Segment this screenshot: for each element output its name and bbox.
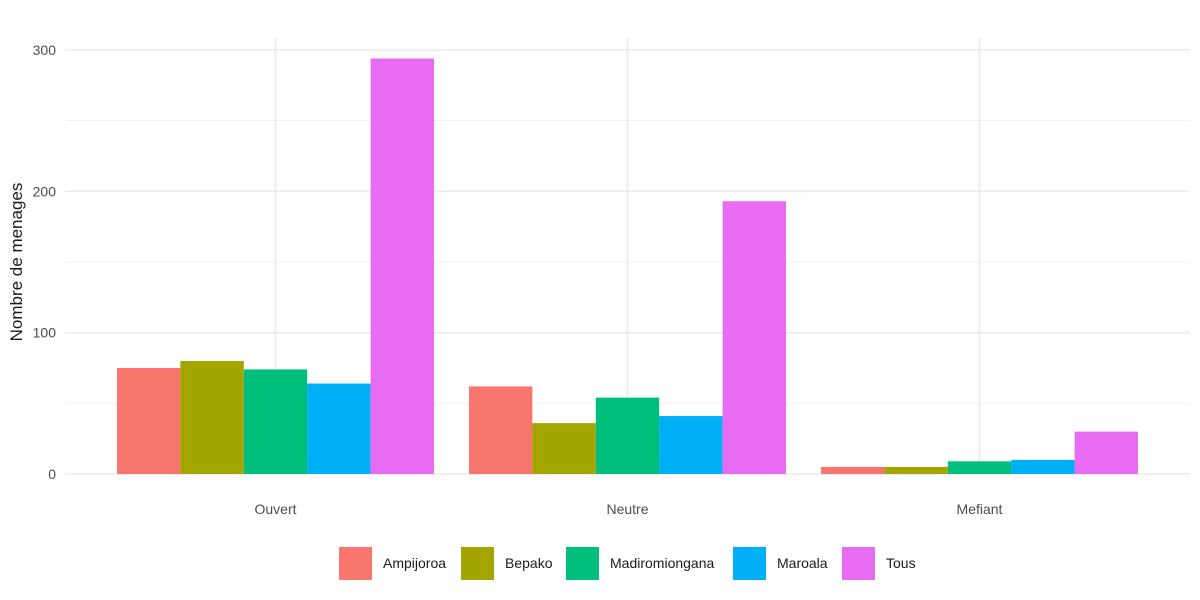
- legend-key: [842, 547, 875, 580]
- legend-key: [339, 547, 372, 580]
- legend-key: [566, 547, 599, 580]
- legend-label: Tous: [886, 555, 916, 571]
- y-tick-label: 200: [33, 183, 57, 199]
- bar-maroala-neutre: [659, 416, 723, 474]
- legend-key: [461, 547, 494, 580]
- x-tick-label: Mefiant: [957, 501, 1003, 517]
- y-axis: 0 100 200 300: [33, 42, 57, 482]
- bars-layer: [117, 58, 1138, 474]
- legend-item-maroala: Maroala: [733, 547, 828, 580]
- legend-label: Bepako: [505, 555, 553, 571]
- x-tick-label: Neutre: [606, 501, 648, 517]
- bar-tous-ouvert: [370, 58, 434, 474]
- bar-bepako-ouvert: [180, 360, 244, 474]
- bar-maroala-ouvert: [307, 383, 371, 474]
- legend-item-madiromiongana: Madiromiongana: [566, 547, 714, 580]
- bar-ampijoroa-mefiant: [821, 466, 885, 474]
- legend-label: Maroala: [777, 555, 828, 571]
- legend-item-tous: Tous: [842, 547, 916, 580]
- legend-label: Madiromiongana: [610, 555, 714, 571]
- bar-madiromiongana-mefiant: [947, 461, 1012, 474]
- legend-item-ampijoroa: Ampijoroa: [339, 547, 446, 580]
- y-axis-title: Nombre de menages: [7, 183, 26, 342]
- bar-madiromiongana-neutre: [595, 397, 660, 474]
- legend: Ampijoroa Bepako Madiromiongana Maroala Tous: [339, 547, 916, 580]
- bar-tous-neutre: [722, 201, 786, 474]
- bar-ampijoroa-neutre: [469, 386, 533, 474]
- bar-maroala-mefiant: [1011, 459, 1075, 474]
- y-tick-label: 0: [48, 466, 56, 482]
- legend-label: Ampijoroa: [383, 555, 446, 571]
- y-tick-label: 300: [33, 42, 57, 58]
- bar-ampijoroa-ouvert: [117, 368, 181, 474]
- legend-key: [733, 547, 766, 580]
- legend-item-bepako: Bepako: [461, 547, 553, 580]
- x-tick-label: Ouvert: [254, 501, 296, 517]
- bar-tous-mefiant: [1074, 431, 1138, 474]
- bar-madiromiongana-ouvert: [243, 369, 308, 474]
- x-axis: Ouvert Neutre Mefiant: [254, 501, 1002, 517]
- y-tick-label: 100: [33, 325, 57, 341]
- bar-bepako-mefiant: [884, 466, 948, 474]
- bar-bepako-neutre: [532, 423, 596, 474]
